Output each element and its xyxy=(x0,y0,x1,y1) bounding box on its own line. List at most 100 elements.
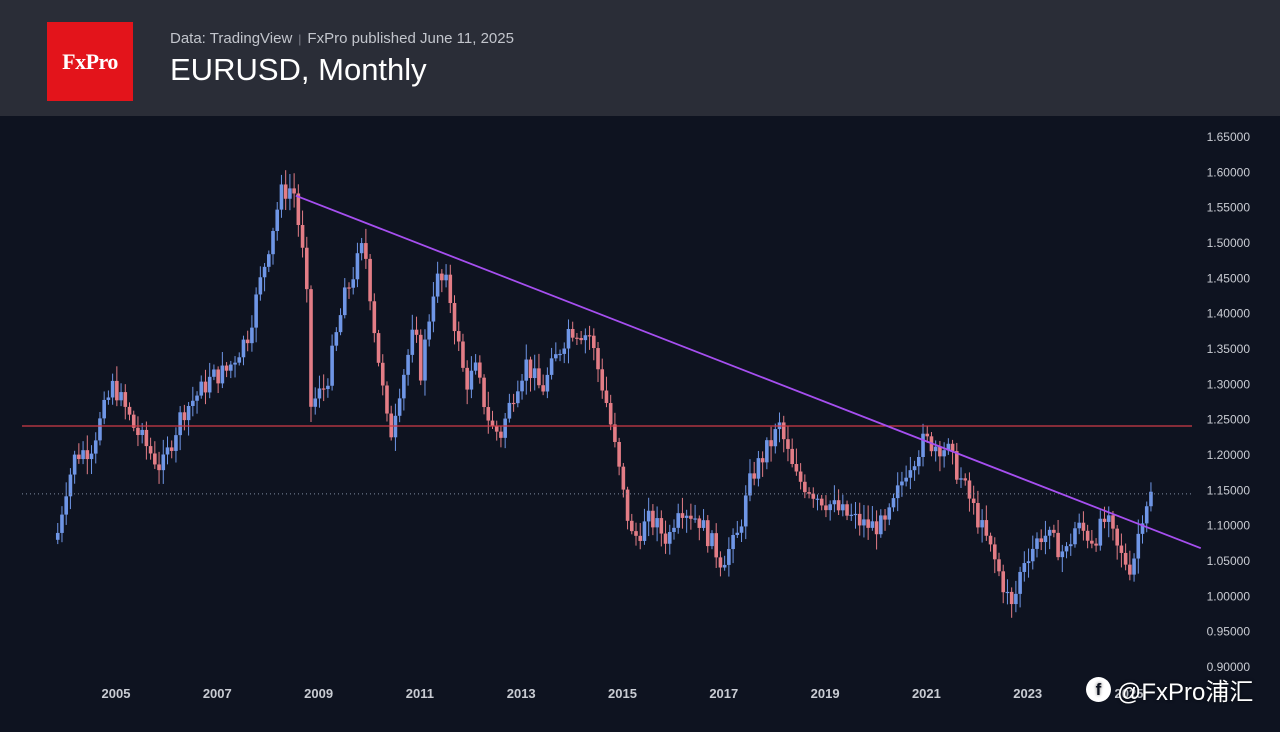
y-tick-label: 0.95000 xyxy=(1207,625,1251,639)
candle-body xyxy=(933,446,938,452)
candle-body xyxy=(672,527,676,532)
candle-body xyxy=(199,381,204,396)
candle-body xyxy=(718,557,723,568)
candle-body xyxy=(857,513,862,526)
candle-body xyxy=(629,520,634,532)
weibo-icon: f xyxy=(1086,677,1111,702)
candle-body xyxy=(397,398,402,416)
candle-body xyxy=(191,400,195,406)
candle-body xyxy=(634,531,638,536)
candle-body xyxy=(731,534,735,550)
candle-body xyxy=(326,385,330,390)
candle-body xyxy=(992,544,997,560)
candle-body xyxy=(807,492,811,494)
candle-body xyxy=(131,414,136,428)
candle-body xyxy=(1030,548,1035,562)
y-tick-label: 1.50000 xyxy=(1207,236,1251,250)
candle-body xyxy=(756,458,761,479)
y-tick-label: 1.35000 xyxy=(1207,342,1251,356)
candle-body xyxy=(258,277,263,295)
candle-body xyxy=(659,518,664,534)
candle-body xyxy=(617,441,621,467)
candle-body xyxy=(537,368,541,386)
candle-body xyxy=(845,504,849,516)
candle-body xyxy=(123,392,128,407)
candle-body xyxy=(431,296,436,322)
x-tick-label: 2017 xyxy=(709,686,738,701)
candle-body xyxy=(351,279,356,288)
x-tick-label: 2011 xyxy=(406,686,434,701)
candle-body xyxy=(950,443,955,452)
candle-body xyxy=(1064,546,1069,552)
candle-body xyxy=(469,370,474,390)
candle-body xyxy=(465,367,469,390)
candle-body xyxy=(283,184,288,199)
candle-body xyxy=(794,463,799,472)
candle-body xyxy=(347,287,351,289)
candle-body xyxy=(815,498,820,500)
candle-body xyxy=(1068,544,1073,547)
candle-body xyxy=(769,440,773,447)
publication-info: Data: TradingView | FxPro published June 1… xyxy=(170,30,514,47)
candle-body xyxy=(621,466,626,490)
candle-body xyxy=(448,274,453,304)
candle-body xyxy=(368,258,372,302)
candle-body xyxy=(153,453,157,465)
candles-group xyxy=(55,170,1153,618)
candle-body xyxy=(705,520,710,547)
candle-body xyxy=(946,443,951,451)
candle-body xyxy=(115,380,119,401)
candle-body xyxy=(520,380,524,392)
candle-body xyxy=(1149,491,1153,507)
candle-body xyxy=(359,243,364,254)
candle-body xyxy=(241,339,246,358)
candle-body xyxy=(786,439,790,449)
published-date: FxPro published June 11, 2025 xyxy=(307,30,514,47)
candle-body xyxy=(773,429,778,447)
candle-body xyxy=(954,451,959,480)
candle-body xyxy=(667,531,672,544)
y-tick-label: 1.00000 xyxy=(1207,589,1251,603)
candle-body xyxy=(385,385,389,414)
candle-body xyxy=(271,231,275,255)
candle-body xyxy=(1106,515,1111,522)
candle-body xyxy=(304,247,309,290)
y-tick-label: 1.40000 xyxy=(1207,307,1251,321)
chart-title: EURUSD, Monthly xyxy=(170,52,427,87)
candle-body xyxy=(811,493,816,499)
candle-body xyxy=(275,209,280,232)
candle-body xyxy=(296,193,301,226)
candle-body xyxy=(1128,564,1132,575)
y-tick-label: 1.25000 xyxy=(1207,413,1251,427)
candle-body xyxy=(663,533,668,544)
candle-body xyxy=(680,513,685,518)
y-tick-label: 1.60000 xyxy=(1207,165,1251,179)
candle-body xyxy=(638,535,643,541)
candle-body xyxy=(613,424,617,442)
y-tick-label: 1.15000 xyxy=(1207,483,1251,497)
candle-body xyxy=(1018,571,1022,594)
candle-body xyxy=(828,504,832,511)
candle-body xyxy=(1039,538,1044,543)
candle-body xyxy=(739,526,744,533)
weibo-watermark: f @FxPro浦汇 xyxy=(1086,672,1253,707)
candle-body xyxy=(997,559,1001,572)
candle-body xyxy=(1123,552,1128,565)
candle-body xyxy=(803,481,807,493)
candle-body xyxy=(976,503,980,528)
candle-body xyxy=(1052,529,1056,533)
candle-body xyxy=(528,359,533,379)
candle-body xyxy=(1132,558,1136,575)
x-tick-label: 2015 xyxy=(608,686,637,701)
candle-body xyxy=(216,369,220,384)
candle-body xyxy=(566,328,571,349)
candle-body xyxy=(600,369,605,391)
candle-body xyxy=(174,435,178,451)
candle-body xyxy=(330,345,334,386)
candle-body xyxy=(414,329,419,335)
candle-body xyxy=(912,466,917,471)
separator: | xyxy=(298,32,302,46)
candle-body xyxy=(372,301,377,334)
candle-body xyxy=(832,500,837,505)
x-tick-label: 2013 xyxy=(507,686,536,701)
